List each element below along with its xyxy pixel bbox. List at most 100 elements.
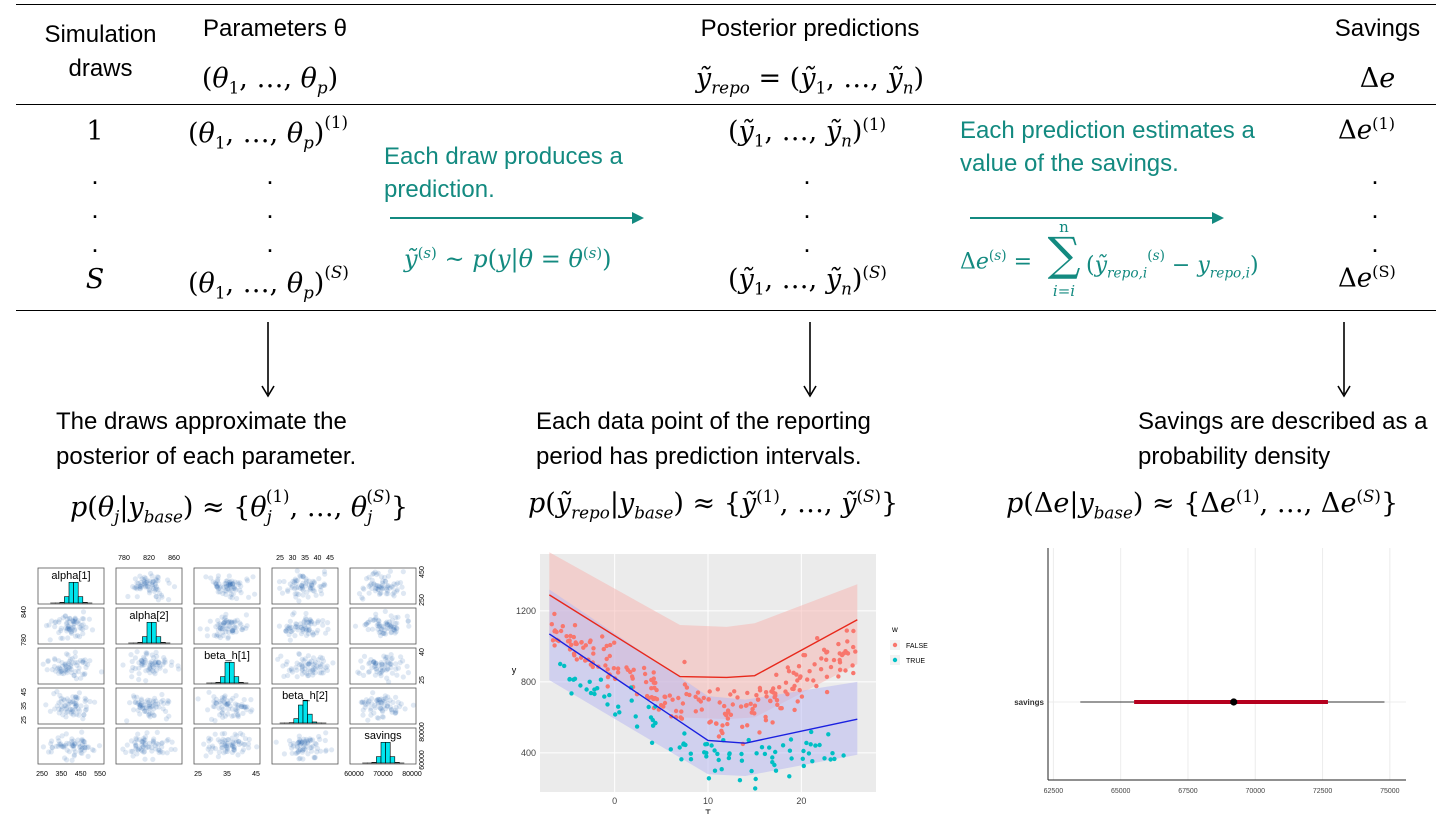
pairs-point: [156, 659, 162, 665]
data-point-false: [684, 685, 690, 690]
row-index-dots: ...: [91, 160, 99, 258]
histogram-bar: [293, 718, 299, 724]
pairs-point: [68, 669, 74, 675]
pairs-point: [373, 660, 379, 666]
pairs-point: [299, 749, 305, 755]
pairs-point: [78, 626, 84, 632]
pairs-point: [157, 663, 163, 669]
pairs-point: [368, 705, 374, 711]
pairs-point: [308, 621, 314, 627]
pairs-point: [379, 626, 385, 633]
pairs-point: [361, 672, 367, 678]
pairs-point: [138, 697, 144, 703]
pairs-point: [63, 709, 69, 715]
pairs-point: [389, 707, 395, 713]
pairs-point: [206, 744, 212, 750]
data-point-false: [722, 703, 727, 709]
pairs-point: [150, 740, 156, 746]
pairs-point: [320, 658, 327, 664]
pairs-point: [368, 712, 374, 718]
pairs-point: [391, 626, 397, 633]
pairs-point: [297, 747, 304, 753]
pairs-point: [66, 660, 72, 667]
pairs-point: [231, 584, 238, 590]
pairs-point: [383, 591, 389, 597]
pairs-point: [310, 585, 316, 591]
pairs-point: [58, 666, 64, 672]
pairs-point: [151, 736, 157, 742]
pairs-point: [242, 704, 248, 710]
pairs-point: [305, 661, 311, 667]
pairs-point: [310, 743, 316, 749]
data-point-false: [772, 695, 777, 700]
pairs-point: [150, 703, 156, 709]
data-point-false: [649, 686, 654, 691]
x-tick-label: 20: [796, 796, 806, 806]
pairs-point: [301, 574, 307, 580]
pairs-point: [384, 621, 390, 627]
pairs-point: [391, 627, 398, 633]
data-point-false: [706, 697, 711, 702]
pairs-point: [292, 586, 298, 592]
pairs-point: [60, 635, 66, 641]
pairs-scatter-cloud: [201, 730, 260, 760]
pairs-point: [295, 627, 301, 633]
pairs-point: [67, 616, 73, 622]
prediction-draw-first: (ỹ1, …, ỹn)(1): [728, 114, 887, 151]
pairs-point: [221, 620, 227, 626]
data-point-true: [753, 776, 758, 782]
pairs-panel: [271, 727, 339, 765]
pairs-point: [307, 745, 313, 751]
pairs-point: [234, 702, 240, 708]
data-point-false: [552, 611, 557, 617]
pairs-point: [80, 659, 86, 665]
pairs-point: [141, 705, 148, 711]
pairs-point: [297, 747, 303, 753]
pairs-point: [215, 589, 221, 595]
pairs-point: [219, 742, 225, 748]
pairs-point: [226, 619, 232, 625]
pairs-scatter-cloud: [203, 573, 258, 602]
pairs-point: [294, 621, 300, 627]
data-point-true: [773, 768, 779, 773]
pairs-point: [80, 626, 86, 632]
pairs-point: [225, 634, 231, 640]
pairs-point: [320, 582, 326, 588]
pairs-point: [145, 700, 152, 706]
pairs-point: [298, 624, 304, 630]
pairs-point: [82, 660, 88, 666]
pairs-point: [310, 588, 316, 594]
pairs-point: [378, 584, 384, 590]
pairs-point: [312, 740, 318, 747]
pairs-point: [134, 586, 140, 592]
pairs-point: [246, 594, 252, 600]
pairs-point: [207, 618, 213, 624]
data-point-true: [801, 763, 806, 769]
pairs-point: [219, 697, 225, 703]
pairs-point: [221, 584, 227, 590]
pairs-point: [377, 705, 383, 711]
pairs-point: [144, 730, 150, 736]
pairs-point: [147, 701, 153, 707]
pairs-point: [385, 666, 391, 672]
pairs-point: [128, 652, 134, 658]
data-point-false: [844, 628, 849, 633]
pairs-point: [230, 743, 236, 749]
pairs-point: [400, 674, 406, 680]
pairs-point: [375, 696, 381, 702]
pairs-point: [290, 740, 296, 747]
pairs-point: [129, 668, 135, 674]
pairs-point: [49, 667, 56, 673]
pairs-point: [150, 739, 156, 745]
pairs-point: [365, 669, 372, 675]
pairs-point: [56, 670, 62, 676]
pairs-point: [224, 740, 230, 746]
pairs-point: [306, 619, 312, 625]
pairs-point: [64, 740, 70, 746]
data-point-false: [769, 689, 774, 694]
pairs-point: [62, 613, 69, 619]
data-point-true: [780, 743, 786, 748]
pairs-point: [232, 586, 238, 592]
pairs-point: [388, 656, 394, 662]
pairs-point: [63, 668, 69, 674]
